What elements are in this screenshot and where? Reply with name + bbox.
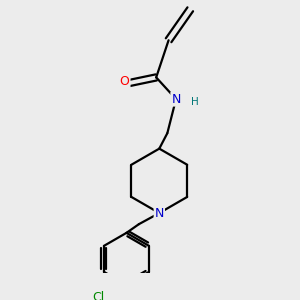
Text: N: N — [154, 206, 164, 220]
Text: O: O — [120, 75, 130, 88]
Text: N: N — [171, 93, 181, 106]
Text: Cl: Cl — [92, 291, 104, 300]
Text: H: H — [191, 97, 199, 107]
